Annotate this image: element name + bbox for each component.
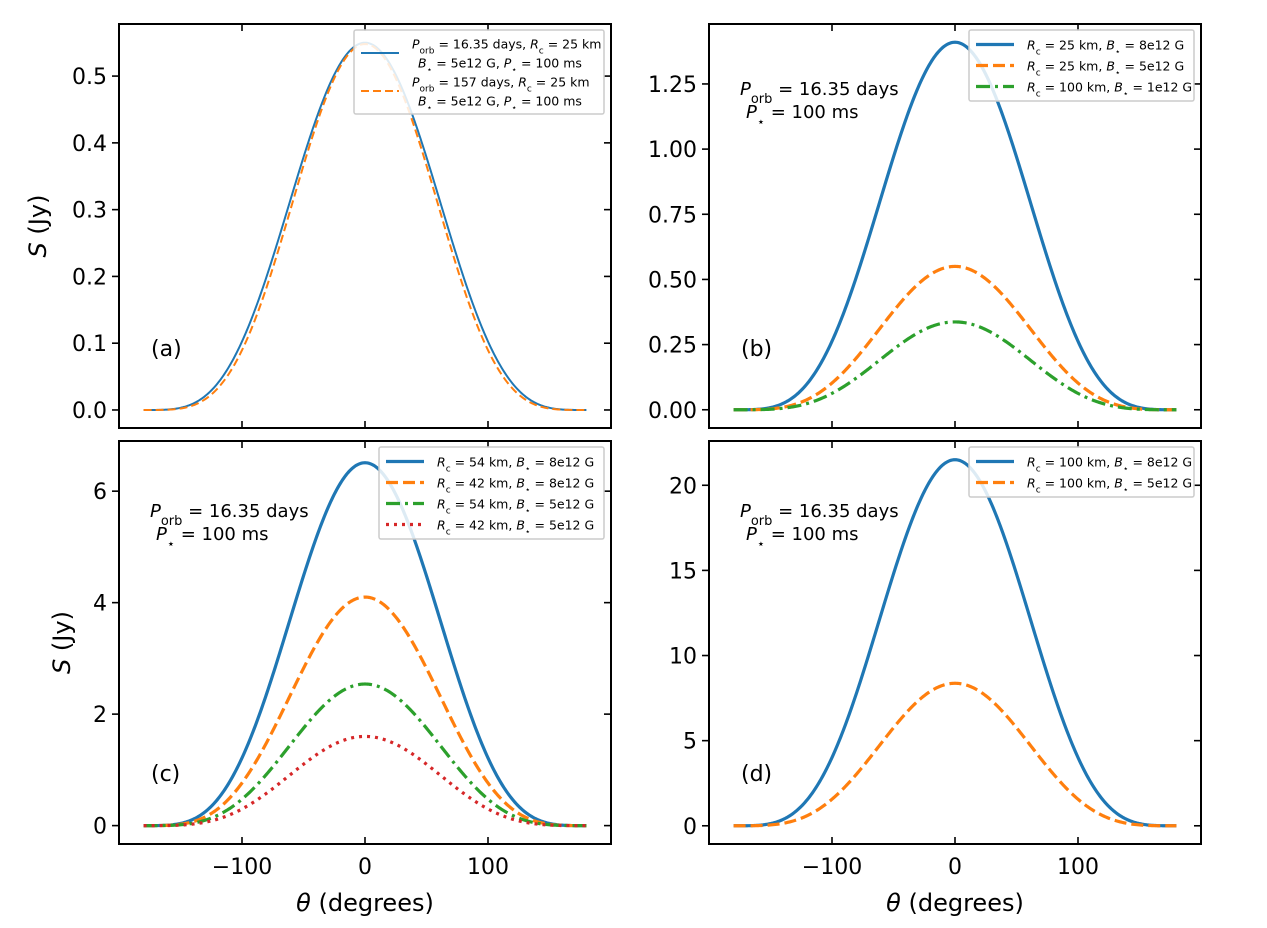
x-axis-label: θ (degrees) — [296, 889, 434, 917]
plot-area — [733, 40, 1177, 412]
x-axis-label: θ (degrees) — [886, 889, 1024, 917]
y-tick-label: 0.3 — [72, 199, 107, 224]
legend-box — [353, 29, 605, 115]
y-tick-label: 0.2 — [72, 265, 107, 290]
y-tick-label: 1.25 — [648, 73, 697, 98]
panel-b: 0.00 0.25 0.50 0.75 1.00 1.25 (b) Porb = 16.35 … — [648, 23, 1202, 429]
x-tick-label: 100 — [1057, 855, 1099, 880]
legend-label-2: Rc = 100 km, B⋆ = 1e12 G — [1027, 80, 1192, 100]
y-axis-label: S (Jy) — [24, 195, 52, 258]
y-tick-label: 0.50 — [648, 268, 697, 293]
y-tick-label: 5 — [683, 730, 697, 755]
annotation-pstar: P⋆ = 100 ms — [156, 524, 268, 552]
legend-label-1: Rc = 42 km, B⋆ = 8e12 G — [437, 476, 594, 496]
annotation-pstar: P⋆ = 100 ms — [746, 524, 858, 552]
y-tick-label: 20 — [669, 474, 697, 499]
x-tick-label: −100 — [802, 855, 862, 880]
series-line-1 — [733, 264, 1177, 412]
legend-label-1: Rc = 100 km, B⋆ = 5e12 G — [1027, 476, 1192, 496]
y-tick-label: 15 — [669, 559, 697, 584]
legend-label-2: Rc = 54 km, B⋆ = 5e12 G — [437, 497, 594, 517]
series-line-2 — [143, 682, 587, 828]
panel-a: 0.0 0.1 0.2 0.3 0.4 0.5 S (Jy) (a) Porb = 16.35 … — [24, 23, 612, 429]
legend-label-0: Rc = 25 km, B⋆ = 8e12 G — [1027, 38, 1184, 58]
legend-label-1: Rc = 25 km, B⋆ = 5e12 G — [1027, 59, 1184, 79]
x-tick-label: 0 — [948, 855, 962, 880]
y-tick-label: 0.00 — [648, 399, 697, 424]
x-tick-label: −100 — [212, 855, 272, 880]
y-tick-label: 0.25 — [648, 334, 697, 359]
annotation-porb: Porb = 16.35 days — [150, 501, 309, 529]
annotation-porb: Porb = 16.35 days — [740, 79, 899, 107]
legend: Porb = 16.35 days, Rc = 25 kmB⋆ = 5e12 G… — [353, 29, 605, 115]
panel-label: (a) — [151, 337, 182, 362]
panel-label: (d) — [741, 762, 772, 787]
plot-area — [143, 461, 587, 828]
y-axis-label: S (Jy) — [48, 611, 76, 674]
legend-box — [968, 446, 1195, 498]
legend-label-0: B⋆ = 5e12 G, P⋆ = 100 ms — [418, 56, 582, 76]
y-tick-label: 0.5 — [72, 65, 107, 90]
legend-label-0: Porb = 16.35 days, Rc = 25 km — [412, 37, 601, 57]
series-line-0 — [733, 40, 1177, 412]
series-line-2 — [733, 320, 1177, 412]
panel-label: (c) — [151, 762, 180, 787]
panel-d: −100 0 100 0 5 10 15 20 θ (degrees) (d) Porb = 16.… — [669, 440, 1202, 917]
legend-label-0: Rc = 100 km, B⋆ = 8e12 G — [1027, 455, 1192, 475]
y-tick-label: 2 — [93, 703, 107, 728]
series-line-0 — [143, 461, 587, 828]
y-tick-label: 4 — [93, 592, 107, 617]
plot-area — [733, 458, 1177, 828]
legend-label-1: Porb = 157 days, Rc = 25 km — [412, 75, 590, 95]
series-line-1 — [733, 681, 1177, 828]
y-tick-label: 10 — [669, 645, 697, 670]
y-tick-label: 0 — [683, 815, 697, 840]
legend-label-3: Rc = 42 km, B⋆ = 5e12 G — [437, 518, 594, 538]
y-tick-label: 0 — [93, 815, 107, 840]
annotation-porb: Porb = 16.35 days — [740, 501, 899, 529]
legend-box — [378, 446, 605, 540]
y-tick-label: 0.0 — [72, 399, 107, 424]
y-tick-label: 1.00 — [648, 138, 697, 163]
x-tick-label: 0 — [358, 855, 372, 880]
legend-label-0: Rc = 54 km, B⋆ = 8e12 G — [437, 455, 594, 475]
y-tick-label: 0.75 — [648, 203, 697, 228]
series-line-0 — [733, 458, 1177, 828]
legend-box — [968, 29, 1195, 102]
series-line-3 — [143, 734, 587, 828]
panel-c: −100 0 100 0 2 4 6 S (Jy) θ (degrees) (c) Porb = 1… — [48, 440, 612, 917]
y-tick-label: 6 — [93, 480, 107, 505]
panel-label: (b) — [741, 337, 772, 362]
legend-label-1: B⋆ = 5e12 G, P⋆ = 100 ms — [418, 94, 582, 114]
y-tick-label: 0.4 — [72, 132, 107, 157]
legend: Rc = 25 km, B⋆ = 8e12 GRc = 25 km, B⋆ = … — [968, 29, 1195, 102]
x-tick-label: 100 — [467, 855, 509, 880]
series-line-1 — [143, 595, 587, 828]
annotation-pstar: P⋆ = 100 ms — [746, 102, 858, 130]
y-tick-label: 0.1 — [72, 332, 107, 357]
legend: Rc = 54 km, B⋆ = 8e12 GRc = 42 km, B⋆ = … — [378, 446, 605, 540]
legend: Rc = 100 km, B⋆ = 8e12 GRc = 100 km, B⋆ … — [968, 446, 1195, 498]
